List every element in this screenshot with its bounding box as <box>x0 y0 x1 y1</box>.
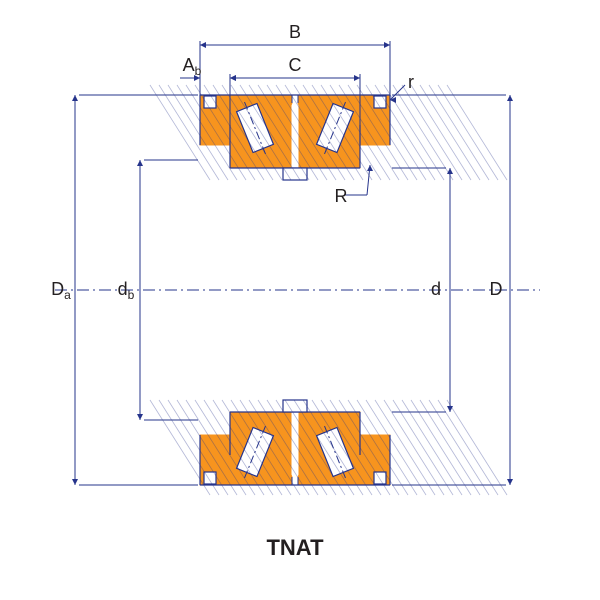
diagram-title: TNAT <box>266 535 324 560</box>
dim-label: db <box>118 279 135 302</box>
dim-label: D <box>490 279 503 299</box>
dim-label: d <box>431 279 441 299</box>
dim-label: Ab <box>183 55 202 78</box>
spacer-end <box>283 168 307 180</box>
dim-label: B <box>289 22 301 42</box>
cage-section <box>374 472 386 484</box>
dim-label-R: R <box>335 186 348 206</box>
cage-section <box>374 96 386 108</box>
dim-label-r: r <box>408 72 414 92</box>
dim-label: C <box>289 55 302 75</box>
dim-label: Da <box>51 279 71 302</box>
